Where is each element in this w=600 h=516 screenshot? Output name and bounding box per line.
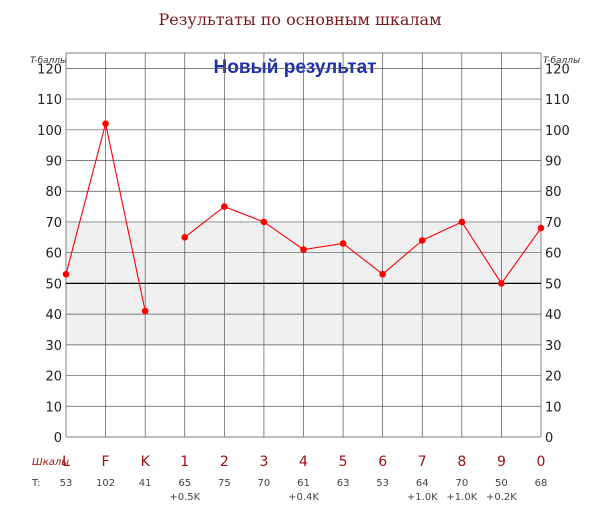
scale-label: 5 bbox=[339, 454, 348, 470]
scale-label: K bbox=[141, 454, 151, 470]
series-segment bbox=[422, 221, 463, 241]
series-segment bbox=[342, 243, 384, 275]
y-tick-label-left: 120 bbox=[37, 62, 62, 77]
y-tick-label-right: 110 bbox=[545, 93, 570, 108]
y-tick-label-left: 110 bbox=[37, 93, 62, 108]
y-tick-label-left: 10 bbox=[45, 400, 62, 415]
y-tick-label-right: 10 bbox=[545, 400, 562, 415]
t-correction-label: +1.0K bbox=[446, 492, 477, 503]
t-caption: T: bbox=[31, 478, 40, 489]
scale-label: 7 bbox=[418, 454, 427, 470]
scale-label: 3 bbox=[259, 454, 268, 470]
y-tick-label-right: 90 bbox=[545, 155, 562, 170]
t-value-label: 102 bbox=[96, 478, 115, 489]
series-segment bbox=[105, 123, 146, 312]
t-value-label: 53 bbox=[60, 478, 73, 489]
data-point bbox=[537, 224, 545, 232]
t-correction-label: +1.0K bbox=[407, 492, 438, 503]
y-tick-label-left: 100 bbox=[37, 124, 62, 139]
y-tick-label-right: 30 bbox=[545, 339, 562, 354]
t-correction-label: +0.2K bbox=[486, 492, 517, 503]
t-value-label: 70 bbox=[455, 478, 468, 489]
y-tick-label-right: 80 bbox=[545, 185, 562, 200]
y-tick-label-left: 30 bbox=[45, 339, 62, 354]
y-tick-label-left: 60 bbox=[45, 247, 62, 262]
scale-label: 8 bbox=[457, 454, 466, 470]
y-tick-label-right: 100 bbox=[545, 124, 570, 139]
y-tick-label-left: 50 bbox=[45, 277, 62, 292]
y-tick-label-right: 120 bbox=[545, 62, 570, 77]
series-segment bbox=[263, 221, 304, 251]
data-point bbox=[221, 203, 228, 210]
y-tick-label-left: 0 bbox=[54, 431, 62, 446]
data-point bbox=[300, 246, 307, 253]
y-tick-label-right: 50 bbox=[545, 277, 562, 292]
data-point bbox=[418, 237, 426, 244]
scale-label: 1 bbox=[180, 454, 189, 470]
data-point bbox=[181, 234, 189, 241]
scale-label: 9 bbox=[497, 454, 506, 470]
scale-label: L bbox=[62, 454, 70, 470]
y-tick-label-right: 40 bbox=[545, 308, 562, 323]
series-segment bbox=[461, 221, 502, 284]
series-segment bbox=[224, 206, 265, 223]
data-point bbox=[339, 240, 347, 247]
t-value-label: 53 bbox=[376, 478, 389, 489]
data-point bbox=[458, 218, 466, 226]
t-value-label: 75 bbox=[218, 478, 231, 489]
scale-label: F bbox=[102, 454, 110, 470]
y-axis-caption-right: T-баллы bbox=[543, 56, 580, 66]
scale-label: 0 bbox=[537, 454, 546, 470]
t-value-label: 70 bbox=[258, 478, 271, 489]
data-point bbox=[141, 307, 149, 315]
t-value-label: 50 bbox=[495, 478, 508, 489]
series-segment bbox=[184, 206, 225, 238]
y-tick-label-left: 20 bbox=[45, 370, 62, 385]
y-tick-label-right: 0 bbox=[545, 431, 553, 446]
chart-subtitle: Новый результат bbox=[214, 57, 377, 78]
series-segment bbox=[382, 239, 423, 275]
data-point bbox=[62, 270, 70, 278]
scale-label: 4 bbox=[299, 454, 308, 470]
t-value-label: 41 bbox=[139, 478, 152, 489]
scale-label: 2 bbox=[220, 454, 229, 470]
t-value-label: 64 bbox=[416, 478, 429, 489]
t-value-label: 63 bbox=[337, 478, 350, 489]
chart-title: Результаты по основным шкалам bbox=[158, 10, 441, 29]
series-segment bbox=[65, 123, 107, 275]
scales-caption: Шкалы bbox=[32, 457, 69, 468]
t-correction-label: +0.4K bbox=[288, 492, 319, 503]
y-tick-label-right: 70 bbox=[545, 216, 562, 231]
data-point bbox=[102, 120, 109, 127]
y-tick-label-left: 80 bbox=[45, 185, 62, 200]
series-segment bbox=[303, 242, 344, 251]
y-tick-label-left: 70 bbox=[45, 216, 62, 231]
data-point bbox=[498, 280, 505, 287]
t-value-label: 61 bbox=[297, 478, 310, 489]
t-correction-label: +0.5K bbox=[169, 492, 200, 503]
data-point bbox=[379, 270, 386, 278]
y-tick-label-right: 60 bbox=[545, 247, 562, 262]
data-point bbox=[260, 218, 268, 226]
y-tick-label-left: 90 bbox=[45, 155, 62, 170]
series-segment bbox=[500, 227, 542, 284]
y-axis-caption-left: T-баллы bbox=[30, 56, 67, 66]
y-tick-label-left: 40 bbox=[45, 308, 62, 323]
scale-label: 6 bbox=[378, 454, 387, 470]
t-value-label: 65 bbox=[178, 478, 191, 489]
t-value-label: 68 bbox=[535, 478, 548, 489]
y-tick-label-right: 20 bbox=[545, 370, 562, 385]
